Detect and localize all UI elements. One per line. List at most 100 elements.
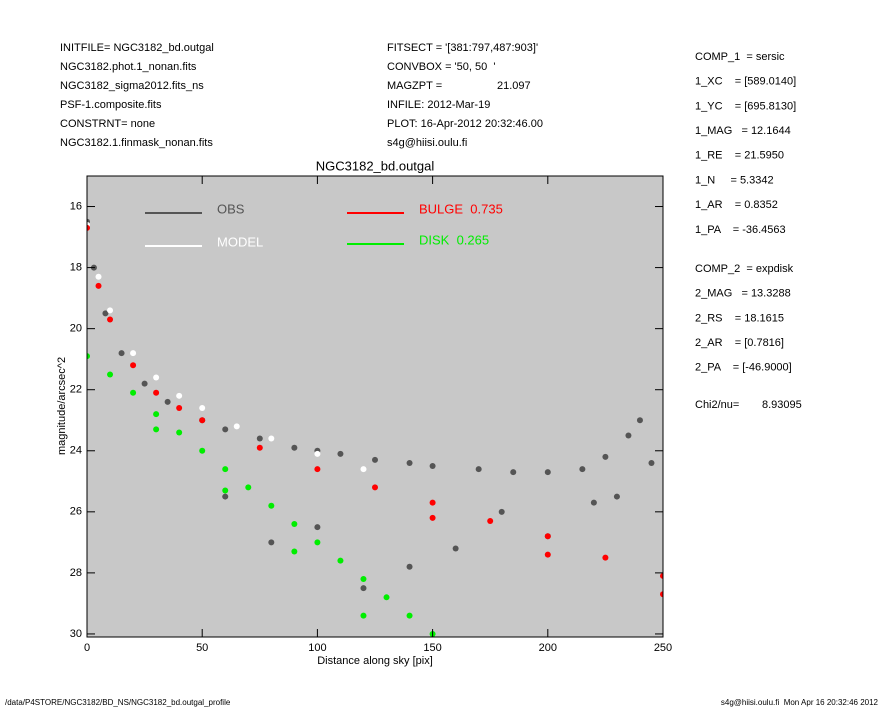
data-point: [291, 521, 298, 528]
data-point: [222, 487, 229, 494]
data-point: [233, 423, 240, 430]
data-point: [602, 453, 609, 460]
data-point: [660, 572, 663, 579]
param-line: 1_MAG = 12.1644: [695, 125, 791, 137]
legend-label: BULGE 0.735: [419, 201, 503, 216]
header-line: PLOT: 16-Apr-2012 20:32:46.00: [387, 118, 543, 130]
data-point: [268, 435, 275, 442]
data-point: [176, 392, 183, 399]
data-point: [510, 469, 517, 476]
data-point: [176, 405, 183, 412]
data-point: [429, 463, 436, 470]
data-point: [199, 405, 206, 412]
data-point: [107, 316, 114, 323]
data-point: [95, 273, 102, 280]
data-point: [360, 612, 367, 619]
y-axis-label: magnitude/arcsec^2: [56, 357, 68, 455]
data-point: [164, 398, 171, 405]
data-point: [544, 551, 551, 558]
data-point: [372, 456, 378, 463]
data-point: [406, 612, 413, 619]
param-line: 2_RS = 18.1615: [695, 312, 784, 324]
data-point: [429, 499, 436, 506]
chi2-value: 8.93095: [762, 399, 802, 411]
data-point: [360, 466, 367, 473]
data-point: [153, 374, 160, 381]
x-tick-label: 0: [84, 642, 90, 654]
data-point: [256, 435, 263, 442]
data-point: [429, 514, 436, 521]
data-point: [87, 353, 90, 360]
data-point: [141, 380, 148, 387]
data-point: [625, 432, 632, 439]
data-point: [475, 466, 482, 473]
legend-label: MODEL: [217, 234, 263, 249]
param-line: 2_MAG = 13.3288: [695, 288, 791, 300]
data-point: [87, 224, 90, 231]
data-point: [268, 539, 275, 546]
data-point: [360, 575, 367, 582]
data-point: [222, 466, 229, 473]
plot-frame: [86, 175, 664, 638]
data-point: [337, 557, 344, 564]
data-point: [406, 563, 413, 570]
data-point: [314, 466, 321, 473]
data-point: [102, 310, 109, 317]
x-tick-label: 150: [423, 642, 441, 654]
y-tick-label: 22: [70, 384, 82, 396]
data-point: [544, 533, 551, 540]
header-line: FITSECT = '[381:797,487:903]': [387, 42, 538, 54]
header-line: NGC3182.phot.1_nonan.fits: [60, 61, 197, 73]
legend-label: DISK 0.265: [419, 232, 489, 247]
header-line: s4g@hiisi.oulu.fi: [387, 137, 467, 149]
x-tick-label: 100: [308, 642, 326, 654]
y-tick-label: 16: [70, 200, 82, 212]
x-tick-label: 50: [196, 642, 208, 654]
data-point: [268, 502, 275, 509]
header-line: INITFILE= NGC3182_bd.outgal: [60, 42, 214, 54]
x-tick-label: 250: [654, 642, 672, 654]
header-line: NGC3182.1.finmask_nonan.fits: [60, 137, 213, 149]
data-point: [153, 411, 160, 418]
plot-marks: [87, 218, 663, 637]
data-point: [314, 524, 321, 531]
data-point: [452, 545, 459, 552]
header-line: PSF-1.composite.fits: [60, 99, 162, 111]
data-point: [130, 389, 137, 396]
data-point: [199, 447, 206, 454]
header-line: CONSTRNT= none: [60, 118, 155, 130]
data-point: [360, 585, 367, 592]
data-point: [222, 426, 229, 433]
data-point: [176, 429, 183, 436]
data-point: [648, 459, 655, 466]
y-tick-label: 30: [70, 628, 82, 640]
chart-title: NGC3182_bd.outgal: [316, 158, 435, 173]
legend-label: OBS: [217, 201, 245, 216]
x-axis-label: Distance along sky [pix]: [317, 655, 433, 667]
chi2-label: Chi2/nu=: [695, 399, 739, 411]
param-line: 1_XC = [589.0140]: [695, 76, 796, 88]
header-line: CONVBOX = '50, 50 ': [387, 61, 495, 73]
data-point: [602, 554, 609, 561]
data-point: [291, 548, 298, 555]
data-point: [95, 282, 102, 289]
data-point: [544, 469, 551, 476]
param-line: COMP_2 = expdisk: [695, 263, 794, 275]
data-point: [590, 499, 597, 506]
data-point: [130, 362, 137, 369]
data-point: [107, 371, 114, 378]
data-point: [498, 508, 505, 515]
data-point: [613, 493, 620, 500]
data-point: [245, 484, 252, 491]
data-point: [314, 450, 321, 457]
data-point: [636, 417, 643, 424]
param-line: 1_YC = [695.8130]: [695, 100, 796, 112]
data-point: [383, 594, 390, 601]
plot-area: [87, 176, 663, 637]
data-point: [107, 307, 114, 314]
y-tick-label: 24: [70, 445, 82, 457]
footer-path: /data/P4STORE/NGC3182/BD_NS/NGC3182_bd.o…: [5, 698, 231, 707]
y-tick-label: 28: [70, 567, 82, 579]
